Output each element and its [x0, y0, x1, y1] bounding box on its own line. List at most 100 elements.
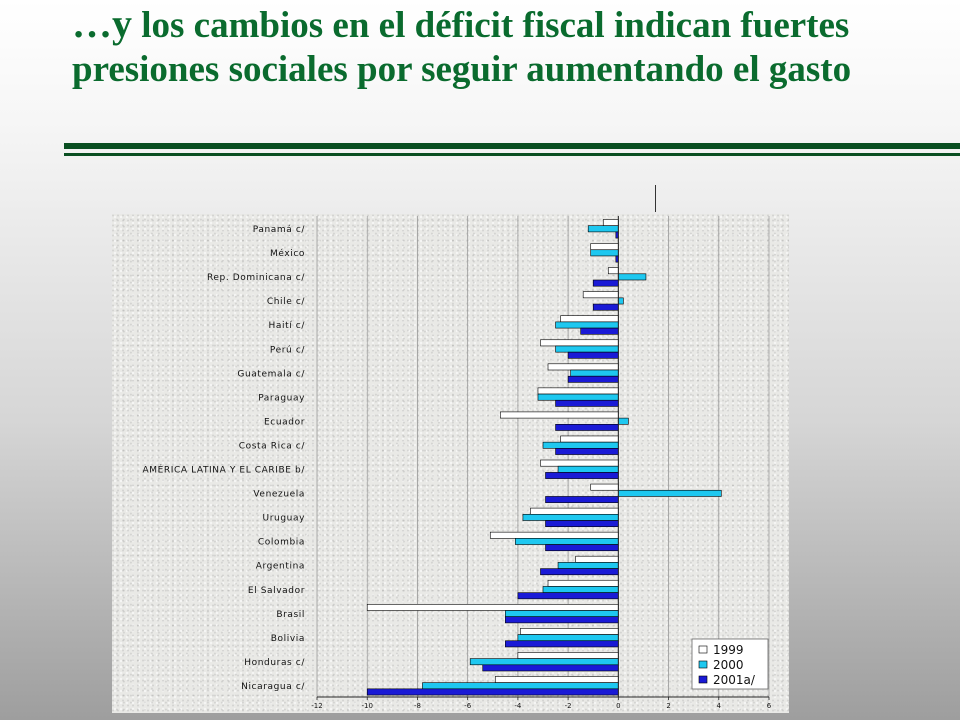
legend-swatch-1	[698, 660, 708, 669]
category-label-17: Bolivia	[271, 634, 305, 644]
bar-14-series-0	[575, 555, 619, 563]
bar-4-series-0	[560, 315, 619, 323]
bar-3-series-2	[592, 303, 619, 311]
bar-13-series-1	[515, 538, 619, 545]
bar-5-series-2	[567, 351, 619, 359]
category-label-8: Ecuador	[264, 417, 305, 427]
category-label-19: Nicaragua c/	[241, 682, 305, 692]
bar-5-series-1	[555, 345, 619, 353]
bar-12-series-0	[530, 507, 619, 515]
bar-6-series-0	[547, 363, 619, 371]
bar-5-series-0	[540, 339, 619, 347]
bar-7-series-1	[537, 393, 619, 401]
bar-0-series-0	[602, 219, 619, 226]
bar-16-series-2	[505, 616, 619, 624]
x-tick-label-0: -12	[311, 702, 322, 710]
bar-14-series-1	[557, 562, 619, 569]
category-label-12: Uruguay	[263, 514, 306, 524]
slide-title-lead: …y	[72, 1, 132, 46]
bar-15-series-0	[547, 579, 619, 587]
category-label-15: El Salvador	[248, 586, 305, 596]
bar-17-series-0	[520, 628, 619, 635]
x-tick-label-2: -8	[414, 702, 421, 710]
bar-12-series-2	[545, 520, 619, 527]
x-tick-label-9: 6	[767, 702, 772, 710]
bar-12-series-1	[522, 513, 619, 521]
legend-swatch-2	[698, 675, 708, 684]
legend-label-2: 2001a/	[713, 673, 756, 687]
bar-10-series-0	[540, 459, 619, 467]
bar-19-series-2	[366, 688, 619, 696]
bar-10-series-1	[557, 465, 619, 473]
legend-label-1: 2000	[713, 658, 744, 672]
x-tick-label-1: -10	[362, 702, 373, 710]
bar-9-series-2	[555, 448, 619, 455]
category-label-11: Venezuela	[253, 490, 305, 500]
bar-15-series-2	[517, 592, 619, 600]
legend-label-0: 1999	[713, 643, 744, 657]
bar-19-series-1	[422, 682, 619, 690]
bar-4-series-2	[580, 327, 619, 335]
slide-title: …y los cambios en el déficit fiscal indi…	[72, 2, 932, 92]
bar-11-series-2	[545, 496, 619, 503]
bar-19-series-0	[494, 676, 619, 683]
bar-6-series-2	[567, 375, 619, 383]
bar-13-series-2	[545, 544, 619, 552]
bar-18-series-0	[517, 652, 619, 659]
bar-17-series-2	[505, 640, 619, 648]
category-label-16: Brasil	[276, 610, 305, 620]
title-rule-thick	[64, 143, 960, 149]
category-label-4: Haití c/	[269, 321, 306, 331]
bar-16-series-0	[366, 603, 619, 611]
vertical-tick-mark	[655, 185, 656, 212]
bar-2-series-0	[607, 267, 619, 275]
x-tick-label-6: 0	[616, 702, 620, 710]
title-rule-thin	[64, 153, 960, 156]
x-tick-label-7: 2	[666, 702, 670, 710]
fiscal-deficit-bar-chart: Panamá c/México Rep. Dominicana c/Chile c…	[142, 216, 772, 710]
category-label-13: Colombia	[258, 538, 305, 548]
bar-18-series-2	[482, 664, 619, 672]
category-label-7: Paraguay	[258, 393, 305, 403]
bar-2-series-2	[592, 279, 619, 287]
bar-14-series-2	[540, 568, 619, 576]
bar-9-series-1	[542, 441, 619, 449]
legend-swatch-0	[698, 645, 708, 654]
bar-8-series-2	[555, 424, 619, 431]
x-tick-label-3: -6	[464, 702, 472, 710]
bar-9-series-0	[560, 435, 619, 443]
bar-8-series-1	[618, 417, 629, 425]
x-tick-label-4: -4	[514, 702, 522, 710]
category-label-9: Costa Rica c/	[239, 441, 306, 451]
bar-1-series-0	[590, 243, 619, 251]
bar-7-series-0	[537, 387, 619, 395]
bar-18-series-1	[469, 658, 619, 666]
bar-2-series-1	[618, 273, 647, 281]
bar-17-series-1	[517, 634, 619, 642]
bar-6-series-1	[570, 369, 619, 377]
bar-11-series-0	[590, 483, 619, 491]
bar-0-series-1	[587, 225, 619, 233]
category-label-0: Panamá c/	[253, 225, 306, 235]
category-label-1: México	[270, 248, 305, 259]
category-label-2: Rep. Dominicana c/	[207, 273, 305, 283]
category-label-14: Argentina	[256, 562, 305, 572]
bar-11-series-1	[618, 489, 722, 497]
chart-panel: Panamá c/México Rep. Dominicana c/Chile c…	[112, 214, 789, 713]
bar-16-series-1	[505, 610, 619, 617]
bar-3-series-0	[582, 291, 619, 299]
category-label-6: Guatemala c/	[237, 369, 305, 379]
bar-15-series-1	[542, 586, 619, 593]
bar-7-series-2	[555, 399, 619, 407]
bar-10-series-2	[545, 472, 619, 479]
x-tick-label-8: 4	[717, 702, 722, 710]
bar-4-series-1	[555, 321, 619, 329]
x-tick-label-5: -2	[565, 702, 572, 710]
bar-13-series-0	[489, 531, 619, 539]
category-label-10: AMÉRICA LATINA Y EL CARIBE b/	[142, 464, 305, 476]
category-label-3: Chile c/	[267, 297, 306, 307]
category-label-5: Perú c/	[270, 345, 305, 355]
slide-title-text: los cambios en el déficit fiscal indican…	[72, 5, 852, 90]
bar-8-series-0	[500, 411, 619, 419]
bar-3-series-1	[618, 297, 624, 305]
